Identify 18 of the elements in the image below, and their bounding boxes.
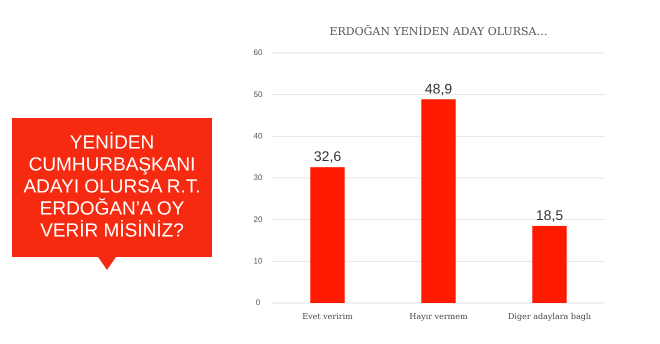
chart-title: ERDOĞAN YENİDEN ADAY OLURSA… [329, 24, 548, 38]
bar [421, 99, 456, 303]
x-tick-label: Evet veririm [302, 312, 354, 321]
text: YENİDEN CUMHURBAŞKANI ADAYI OLURSA R.T. ERDOĞAN’A OY VERİR MİSİNİZ? [23, 132, 201, 242]
y-tick-label: 10 [254, 256, 263, 266]
y-tick-label: 60 [254, 48, 263, 58]
data-label: 32,6 [314, 148, 342, 164]
bar [310, 167, 345, 303]
x-tick-label: Hayır vermem [409, 312, 468, 321]
y-tick-label: 30 [254, 173, 263, 182]
data-label: 48,9 [424, 80, 452, 96]
y-tick-label: 0 [256, 298, 261, 308]
data-label: 18,5 [536, 206, 564, 223]
x-tick-label: Diger adaylara baglı [508, 312, 592, 321]
y-tick-label: 40 [254, 131, 263, 140]
bar [532, 226, 567, 303]
y-tick-label: 20 [254, 214, 263, 224]
y-tick-label: 50 [254, 90, 263, 99]
